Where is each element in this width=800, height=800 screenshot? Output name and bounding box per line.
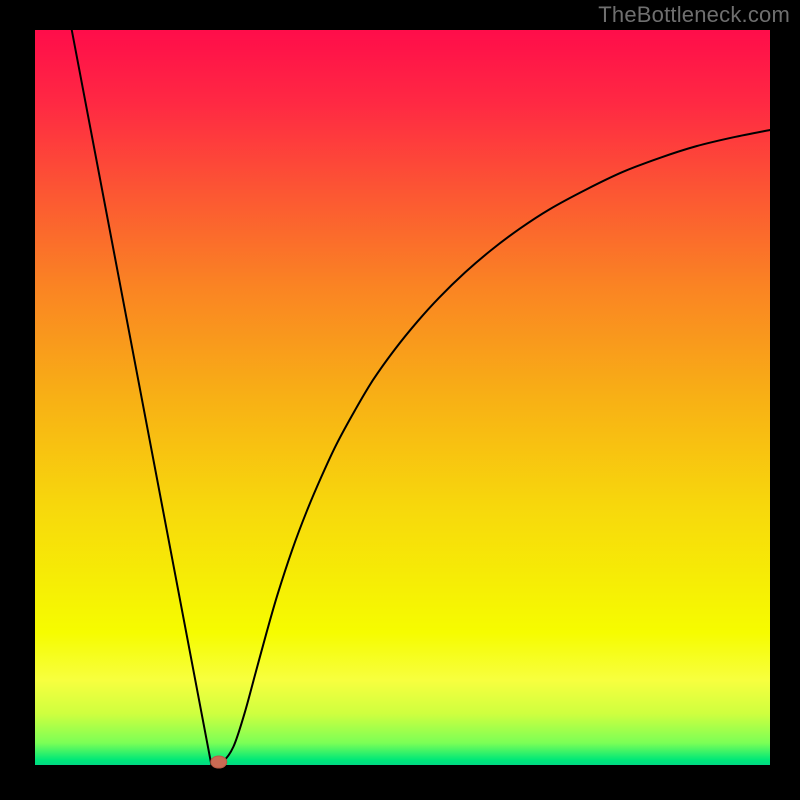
bottleneck-chart-svg [0, 0, 800, 800]
chart-frame: TheBottleneck.com [0, 0, 800, 800]
optimum-marker [211, 756, 227, 768]
plot-area [35, 30, 770, 765]
